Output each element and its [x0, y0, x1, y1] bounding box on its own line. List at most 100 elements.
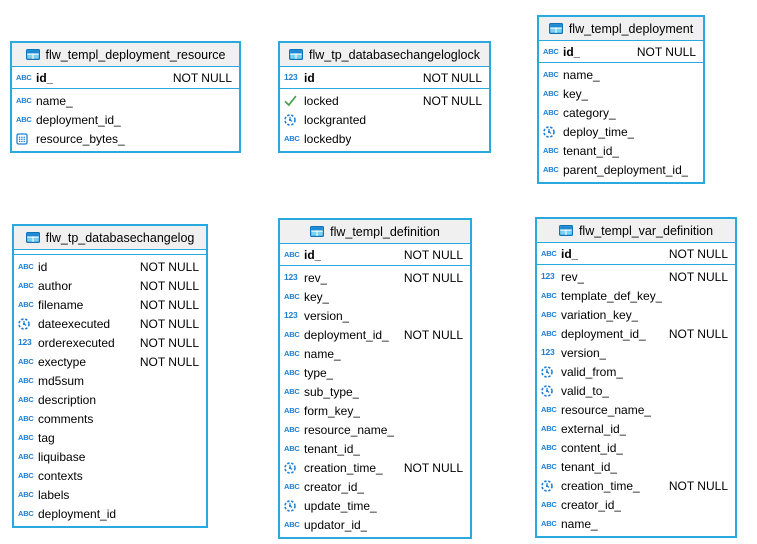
columns-section: 123 rev_ NOT NULL ABC template_def_key_ ABC va… [537, 265, 735, 536]
column-row[interactable]: creation_time_ NOT NULL [280, 458, 470, 477]
column-row[interactable]: ABC name_ [537, 514, 735, 533]
column-row[interactable]: ABC external_id_ [537, 419, 735, 438]
column-row[interactable]: ABC name_ [12, 91, 239, 110]
column-row[interactable]: ABC resource_name_ [280, 420, 470, 439]
column-row[interactable]: ABC id NOT NULL [14, 257, 206, 276]
column-name: id_ [561, 246, 579, 261]
column-row[interactable]: ABC id_ NOT NULL [12, 67, 239, 88]
erd-table[interactable]: flw_templ_deployment ABC id_ NOT NULL ABC nam… [537, 15, 705, 184]
table-header[interactable]: flw_templ_deployment_resource [12, 43, 239, 67]
column-row[interactable]: ABC md5sum [14, 371, 206, 390]
column-row[interactable]: ABC resource_name_ [537, 400, 735, 419]
column-row[interactable]: ABC deployment_id [14, 504, 206, 523]
column-row[interactable]: ABC description [14, 390, 206, 409]
column-row[interactable]: ABC filename NOT NULL [14, 295, 206, 314]
column-row[interactable]: ABC updator_id_ [280, 515, 470, 534]
column-name: rev_ [561, 269, 585, 284]
column-row[interactable]: ABC name_ [539, 65, 703, 84]
erd-table[interactable]: flw_templ_var_definition ABC id_ NOT NULL 12… [535, 217, 737, 538]
column-row[interactable]: creation_time_ NOT NULL [537, 476, 735, 495]
erd-table[interactable]: flw_templ_definition ABC id_ NOT NULL 123 rev… [278, 218, 472, 539]
column-row[interactable]: ABC tenant_id_ [539, 141, 703, 160]
column-row[interactable]: ABC type_ [280, 363, 470, 382]
column-name: template_def_key_ [561, 288, 663, 303]
column-row[interactable]: ABC creator_id_ [280, 477, 470, 496]
table-header[interactable]: flw_templ_deployment [539, 17, 703, 41]
column-row[interactable]: update_time_ [280, 496, 470, 515]
not-null-label: NOT NULL [139, 259, 199, 274]
column-row[interactable]: ABC key_ [280, 287, 470, 306]
column-row[interactable]: ABC exectype NOT NULL [14, 352, 206, 371]
column-row[interactable]: ABC labels [14, 485, 206, 504]
column-row[interactable]: ABC tag [14, 428, 206, 447]
column-row[interactable]: ABC id_ NOT NULL [537, 243, 735, 264]
column-row[interactable]: ABC comments [14, 409, 206, 428]
column-row[interactable]: ABC name_ [280, 344, 470, 363]
column-row[interactable]: ABC form_key_ [280, 401, 470, 420]
column-row[interactable]: ABC key_ [539, 84, 703, 103]
column-name: creator_id_ [561, 497, 622, 512]
column-row[interactable]: dateexecuted NOT NULL [14, 314, 206, 333]
column-row[interactable]: ABC variation_key_ [537, 305, 735, 324]
table-icon [289, 49, 304, 60]
table-header[interactable]: flw_tp_databasechangelog [14, 226, 206, 250]
number-type-icon: 123 [541, 271, 555, 282]
table-icon [25, 232, 40, 243]
column-row[interactable]: locked NOT NULL [280, 91, 489, 110]
erd-table[interactable]: flw_tp_databasechangelog ABC id NOT NULL ABC… [12, 224, 208, 528]
column-row[interactable]: ABC deployment_id_ [12, 110, 239, 129]
column-row[interactable]: ABC deployment_id_ NOT NULL [280, 325, 470, 344]
column-name: id_ [563, 44, 581, 59]
column-name: key_ [304, 289, 330, 304]
column-row[interactable]: ABC liquibase [14, 447, 206, 466]
column-row[interactable]: ABC sub_type_ [280, 382, 470, 401]
column-row[interactable]: 123 version_ [537, 343, 735, 362]
column-row[interactable]: lockgranted [280, 110, 489, 129]
column-row[interactable]: 123 version_ [280, 306, 470, 325]
erd-table[interactable]: flw_templ_deployment_resource ABC id_ NOT N… [10, 41, 241, 153]
column-row[interactable]: ABC id_ NOT NULL [539, 41, 703, 62]
column-name: valid_to_ [561, 383, 610, 398]
primary-key-section: ABC id_ NOT NULL [280, 244, 470, 266]
column-row[interactable]: 123 rev_ NOT NULL [280, 268, 470, 287]
column-row[interactable]: ABC lockedby [280, 129, 489, 148]
column-row[interactable]: ABC author NOT NULL [14, 276, 206, 295]
primary-key-section: ABC id_ NOT NULL [12, 67, 239, 89]
column-name: form_key_ [304, 403, 361, 418]
column-row[interactable]: 123 rev_ NOT NULL [537, 267, 735, 286]
table-header[interactable]: flw_tp_databasechangeloglock [280, 43, 489, 67]
column-row[interactable]: ABC tenant_id_ [537, 457, 735, 476]
column-row[interactable]: deploy_time_ [539, 122, 703, 141]
erd-table[interactable]: flw_tp_databasechangeloglock 123 id NOT NUL… [278, 41, 491, 153]
column-row[interactable]: 123 orderexecuted NOT NULL [14, 333, 206, 352]
column-row[interactable]: ABC parent_deployment_id_ [539, 160, 703, 179]
column-row[interactable]: ABC deployment_id_ NOT NULL [537, 324, 735, 343]
text-type-icon: ABC [284, 405, 300, 415]
column-row[interactable]: ABC category_ [539, 103, 703, 122]
column-row[interactable]: ABC contexts [14, 466, 206, 485]
not-null-label: NOT NULL [403, 247, 463, 262]
column-row[interactable]: ABC content_id_ [537, 438, 735, 457]
table-header[interactable]: flw_templ_definition [280, 220, 470, 244]
column-row[interactable]: resource_bytes_ [12, 129, 239, 148]
column-row[interactable]: ABC template_def_key_ [537, 286, 735, 305]
column-row[interactable]: ABC tenant_id_ [280, 439, 470, 458]
column-row[interactable]: ABC creator_id_ [537, 495, 735, 514]
text-type-icon: ABC [18, 261, 34, 271]
column-row[interactable]: 123 id NOT NULL [280, 67, 489, 88]
text-type-icon: ABC [16, 72, 32, 82]
column-row[interactable]: ABC id_ NOT NULL [280, 244, 470, 265]
column-row[interactable]: valid_to_ [537, 381, 735, 400]
text-type-icon: ABC [284, 348, 300, 358]
column-name: tag [38, 430, 55, 445]
text-type-icon: ABC [541, 290, 557, 300]
not-null-label: NOT NULL [139, 278, 199, 293]
table-icon [558, 225, 573, 236]
column-name: id_ [304, 247, 322, 262]
column-row[interactable]: valid_from_ [537, 362, 735, 381]
text-type-icon: ABC [18, 280, 34, 290]
text-type-icon: ABC [284, 329, 300, 339]
text-type-icon: ABC [284, 249, 300, 259]
table-header[interactable]: flw_templ_var_definition [537, 219, 735, 243]
datetime-type-icon [284, 113, 304, 126]
